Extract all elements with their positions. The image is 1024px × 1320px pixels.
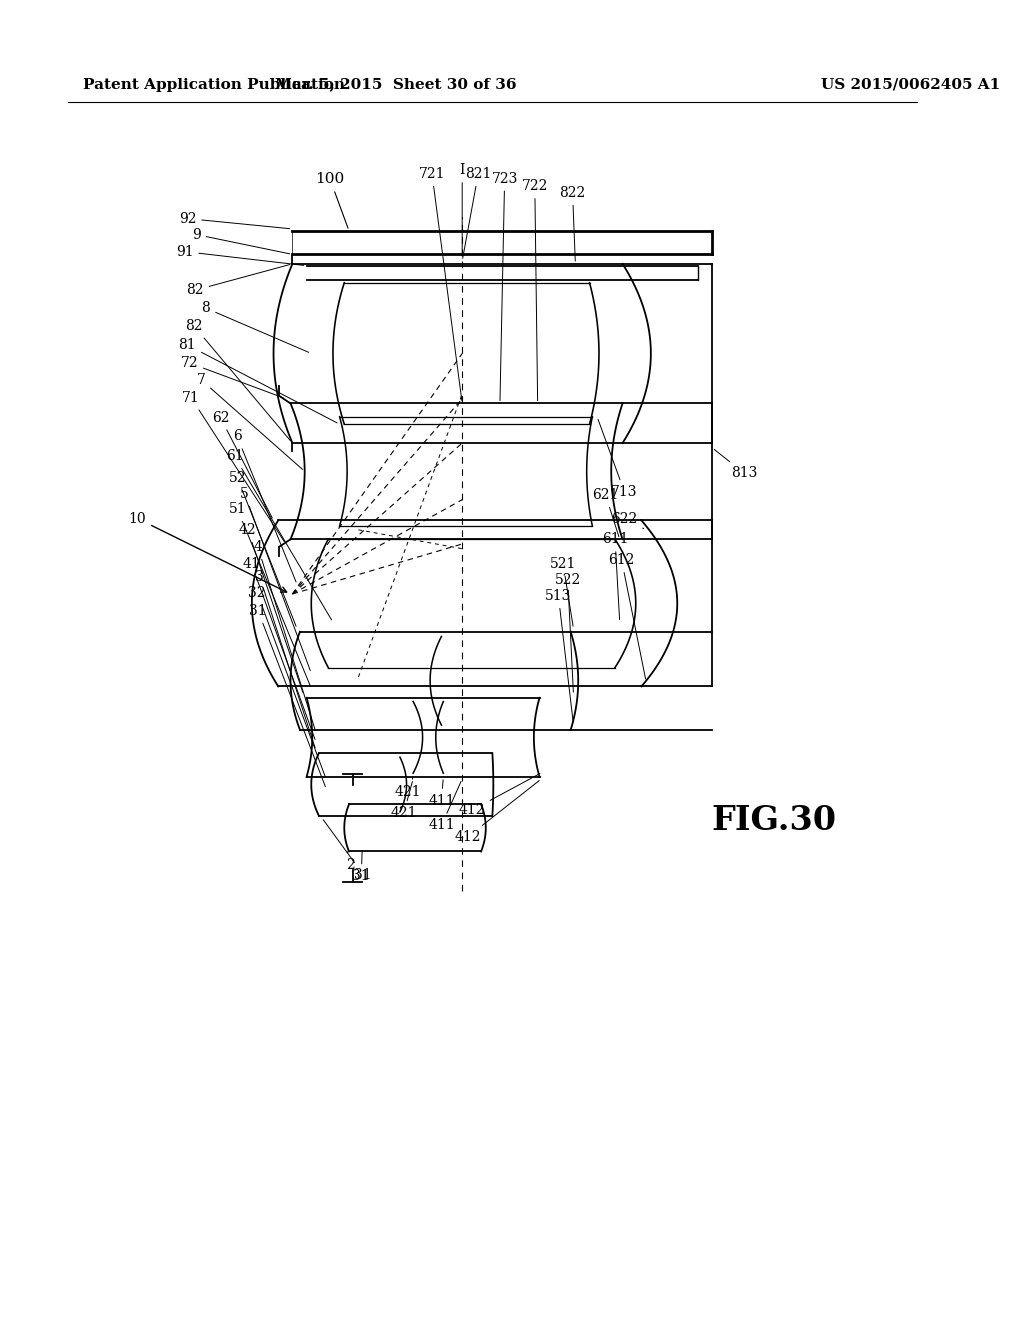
Text: 82: 82	[186, 264, 290, 297]
Text: 31: 31	[324, 820, 372, 882]
Text: 61: 61	[225, 449, 332, 620]
Text: 722: 722	[521, 180, 548, 401]
Text: 41: 41	[243, 557, 315, 739]
Text: 72: 72	[180, 356, 284, 397]
Text: 6: 6	[232, 429, 296, 582]
Text: 52: 52	[228, 471, 296, 626]
Text: 3: 3	[255, 570, 315, 748]
Text: Mar. 5, 2015  Sheet 30 of 36: Mar. 5, 2015 Sheet 30 of 36	[275, 78, 517, 91]
Text: 42: 42	[239, 523, 303, 692]
Text: US 2015/0062405 A1: US 2015/0062405 A1	[820, 78, 999, 91]
Text: 91: 91	[176, 244, 304, 265]
Text: FIG.30: FIG.30	[711, 804, 836, 837]
Text: 81: 81	[178, 338, 337, 422]
Text: 513: 513	[545, 589, 573, 722]
Text: 611: 611	[602, 532, 629, 619]
Text: 622: 622	[611, 512, 644, 528]
Text: 822: 822	[559, 186, 586, 261]
Text: Patent Application Publication: Patent Application Publication	[83, 78, 345, 91]
Text: 31: 31	[249, 605, 326, 787]
Text: 51: 51	[228, 502, 310, 685]
Text: 4: 4	[253, 540, 315, 730]
Text: 8: 8	[202, 301, 308, 352]
Text: 723: 723	[492, 172, 518, 401]
Text: 31: 31	[352, 851, 370, 883]
Text: 522: 522	[555, 573, 581, 692]
Text: 813: 813	[715, 450, 758, 480]
Text: 612: 612	[608, 553, 645, 678]
Text: 421: 421	[390, 781, 417, 820]
Text: 621: 621	[592, 488, 618, 537]
Text: 721: 721	[419, 166, 462, 401]
Text: 32: 32	[249, 586, 326, 777]
Text: 82: 82	[185, 319, 291, 441]
Text: 9: 9	[193, 227, 290, 253]
Text: 421: 421	[394, 777, 421, 799]
Text: 92: 92	[179, 211, 290, 228]
Text: 411: 411	[428, 780, 455, 808]
Text: 71: 71	[182, 391, 285, 541]
Text: I: I	[460, 164, 465, 256]
Text: 10: 10	[129, 512, 287, 593]
Text: 713: 713	[598, 420, 638, 499]
Text: 412: 412	[459, 774, 540, 817]
Text: 2: 2	[346, 851, 355, 873]
Text: 821: 821	[463, 166, 492, 259]
Text: 411: 411	[428, 781, 461, 833]
Text: 7: 7	[197, 372, 302, 470]
Text: 412: 412	[455, 780, 540, 843]
Text: 62: 62	[212, 411, 272, 517]
Text: 5: 5	[241, 487, 310, 671]
Text: 521: 521	[550, 557, 577, 626]
Text: 100: 100	[315, 173, 348, 228]
